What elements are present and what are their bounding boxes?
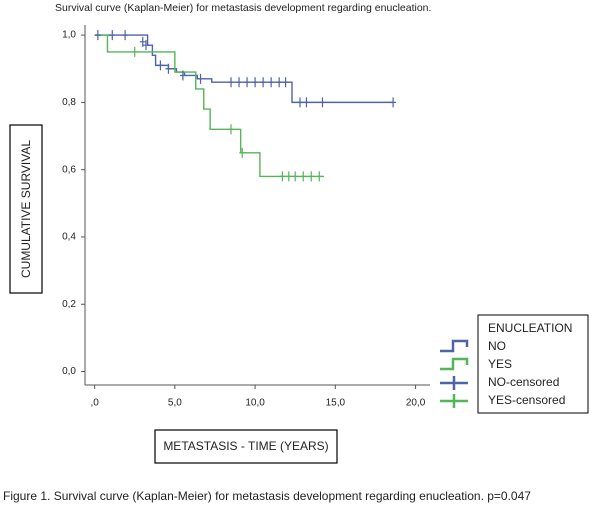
x-label-box xyxy=(154,429,338,464)
censor-mark xyxy=(316,171,323,182)
censor-mark xyxy=(282,77,289,88)
censor-mark xyxy=(157,60,164,71)
censor-mark xyxy=(276,77,283,88)
censor-mark xyxy=(131,46,138,57)
censor-mark xyxy=(139,36,146,47)
censor-mark xyxy=(239,147,246,158)
x-tick-label: 20,0 xyxy=(406,398,426,409)
censor-mark xyxy=(319,97,326,108)
legend-title: ENUCLEATION xyxy=(488,321,572,335)
legend-symbol xyxy=(440,339,469,353)
censor-mark xyxy=(109,30,116,41)
survival-curve xyxy=(94,34,325,178)
censor-mark xyxy=(179,70,186,81)
censor-mark xyxy=(94,30,101,41)
survival-curve xyxy=(94,34,394,104)
legend-label: NO xyxy=(488,339,506,353)
y-tick-label: 0,0 xyxy=(62,366,76,377)
y-axis-label: CUMULATIVE SURVIVAL xyxy=(19,140,33,278)
censor-mark xyxy=(244,77,251,88)
legend-label: YES xyxy=(488,357,512,371)
censor-mark xyxy=(303,97,310,108)
censor-mark xyxy=(285,171,292,182)
x-tick-label: 15,0 xyxy=(326,398,346,409)
censor-mark xyxy=(122,30,129,41)
censor-mark xyxy=(228,124,235,135)
censor-mark xyxy=(142,40,149,51)
x-axis-label: METASTASIS - TIME (YEARS) xyxy=(163,439,328,453)
y-tick-label: 0,4 xyxy=(62,232,76,243)
legend-symbol xyxy=(440,357,469,371)
censor-mark xyxy=(279,171,286,182)
y-tick-label: 0,6 xyxy=(62,164,76,175)
y-tick-label: 0,2 xyxy=(62,299,76,310)
censor-mark xyxy=(297,97,304,108)
censor-mark xyxy=(390,97,397,108)
legend-box xyxy=(477,314,589,414)
legend-label: YES-censored xyxy=(488,393,565,407)
censor-mark xyxy=(260,77,267,88)
x-tick-label: 5,0 xyxy=(168,398,182,409)
y-label-box xyxy=(9,124,43,294)
chart-title: Survival curve (Kaplan-Meier) for metast… xyxy=(55,2,431,14)
legend-symbol xyxy=(440,394,468,408)
censor-mark xyxy=(197,73,204,84)
censor-mark xyxy=(268,77,275,88)
legend-label: NO-censored xyxy=(488,375,559,389)
legend-symbol xyxy=(440,376,468,390)
y-tick-label: 0,8 xyxy=(62,97,76,108)
caption: Figure 1. Survival curve (Kaplan-Meier) … xyxy=(3,489,531,503)
censor-mark xyxy=(228,77,235,88)
censor-mark xyxy=(292,171,299,182)
x-tick-label: 10,0 xyxy=(245,398,265,409)
censor-mark xyxy=(252,77,259,88)
censor-mark xyxy=(236,77,243,88)
censor-mark xyxy=(165,63,172,74)
y-tick-label: 1,0 xyxy=(62,30,76,41)
censor-mark xyxy=(308,171,315,182)
censor-mark xyxy=(300,171,307,182)
x-tick-label: ,0 xyxy=(90,398,99,409)
